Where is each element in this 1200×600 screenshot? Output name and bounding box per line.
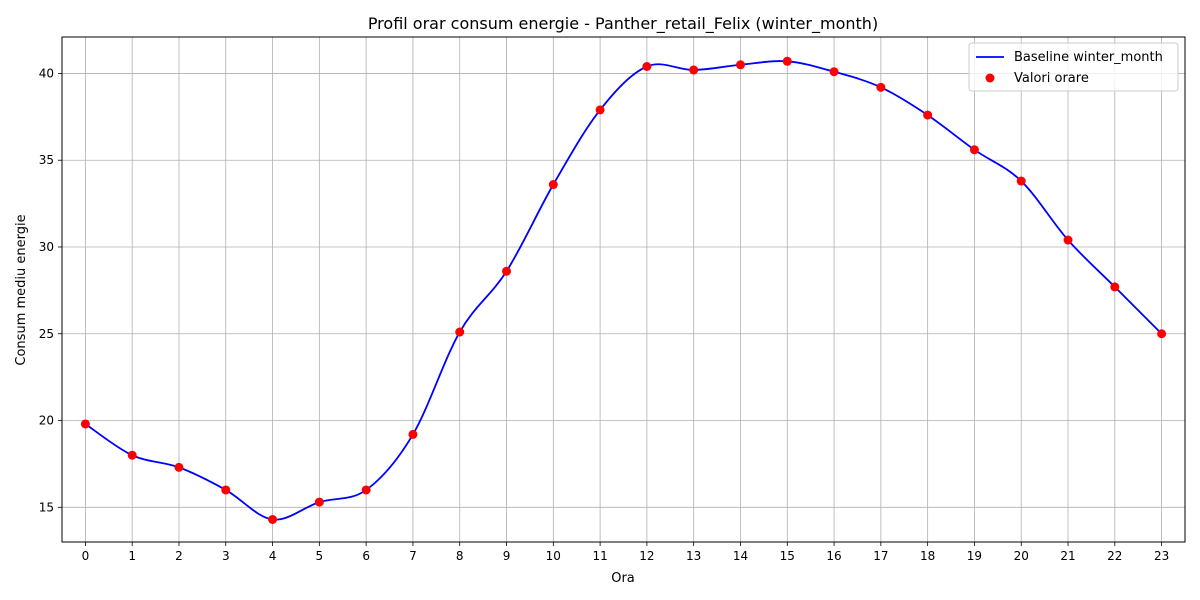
data-point — [782, 56, 792, 66]
data-point — [595, 105, 605, 115]
x-tick-label: 19 — [967, 549, 982, 563]
data-point — [548, 180, 558, 190]
data-point — [969, 145, 979, 155]
x-tick-label: 2 — [175, 549, 183, 563]
x-tick-label: 0 — [82, 549, 90, 563]
data-point — [735, 60, 745, 70]
data-point — [174, 462, 184, 472]
x-tick-label: 23 — [1154, 549, 1169, 563]
x-tick-label: 11 — [592, 549, 607, 563]
data-point — [876, 82, 886, 92]
data-point — [455, 327, 465, 337]
legend-box — [968, 42, 1179, 92]
x-tick-label: 16 — [826, 549, 841, 563]
legend-entry-baseline: Baseline winter_month — [1014, 50, 1163, 65]
x-tick-label: 22 — [1107, 549, 1122, 563]
x-tick-label: 18 — [920, 549, 935, 563]
x-tick-label: 5 — [316, 549, 324, 563]
y-axis: 15 20 25 30 35 40 — [39, 66, 62, 514]
x-tick-label: 6 — [362, 549, 370, 563]
x-tick-label: 12 — [639, 549, 654, 563]
y-tick-label: 15 — [39, 500, 54, 514]
data-point — [408, 429, 418, 439]
x-axis: 0 1 2 3 4 5 6 7 8 9 10 11 12 13 14 15 16 17 18 19 20 21 22 23 — [82, 542, 1169, 563]
x-tick-label: 14 — [733, 549, 748, 563]
data-point — [502, 266, 512, 276]
x-tick-label: 9 — [503, 549, 511, 563]
y-tick-label: 25 — [39, 327, 54, 341]
data-point — [268, 514, 278, 524]
chart-title: Profil orar consum energie - Panther_ret… — [368, 14, 878, 34]
x-tick-label: 10 — [546, 549, 561, 563]
data-point — [1110, 282, 1120, 292]
plot-frame — [61, 36, 1186, 543]
data-point — [1157, 329, 1167, 339]
x-tick-label: 7 — [409, 549, 417, 563]
y-axis-label: Consum mediu energie — [14, 214, 29, 365]
grid-lines — [62, 37, 1185, 542]
y-tick-label: 40 — [39, 66, 54, 80]
x-tick-label: 20 — [1014, 549, 1029, 563]
x-tick-label: 15 — [780, 549, 795, 563]
data-point — [829, 67, 839, 77]
x-tick-label: 21 — [1060, 549, 1075, 563]
data-point — [642, 62, 652, 72]
plot-series — [80, 56, 1167, 524]
data-point — [689, 65, 699, 75]
data-point — [221, 485, 231, 495]
legend-scatter-swatch — [985, 73, 995, 83]
x-tick-label: 4 — [269, 549, 277, 563]
y-tick-label: 35 — [39, 153, 54, 167]
y-tick-label: 20 — [39, 414, 54, 428]
data-point — [361, 485, 371, 495]
y-tick-label: 30 — [39, 240, 54, 254]
x-tick-label: 1 — [128, 549, 136, 563]
data-point — [1063, 235, 1073, 245]
data-point — [127, 450, 137, 460]
data-point — [314, 497, 324, 507]
x-tick-label: 8 — [456, 549, 464, 563]
data-point — [80, 419, 90, 429]
x-axis-label: Ora — [611, 571, 635, 586]
legend-entry-hourly: Valori orare — [1014, 71, 1089, 86]
legend: Baseline winter_month Valori orare — [968, 42, 1179, 92]
x-tick-label: 3 — [222, 549, 230, 563]
x-tick-label: 13 — [686, 549, 701, 563]
data-point — [1016, 176, 1026, 186]
series-line-baseline — [84, 60, 1163, 521]
data-point — [923, 110, 933, 120]
x-tick-label: 17 — [873, 549, 888, 563]
